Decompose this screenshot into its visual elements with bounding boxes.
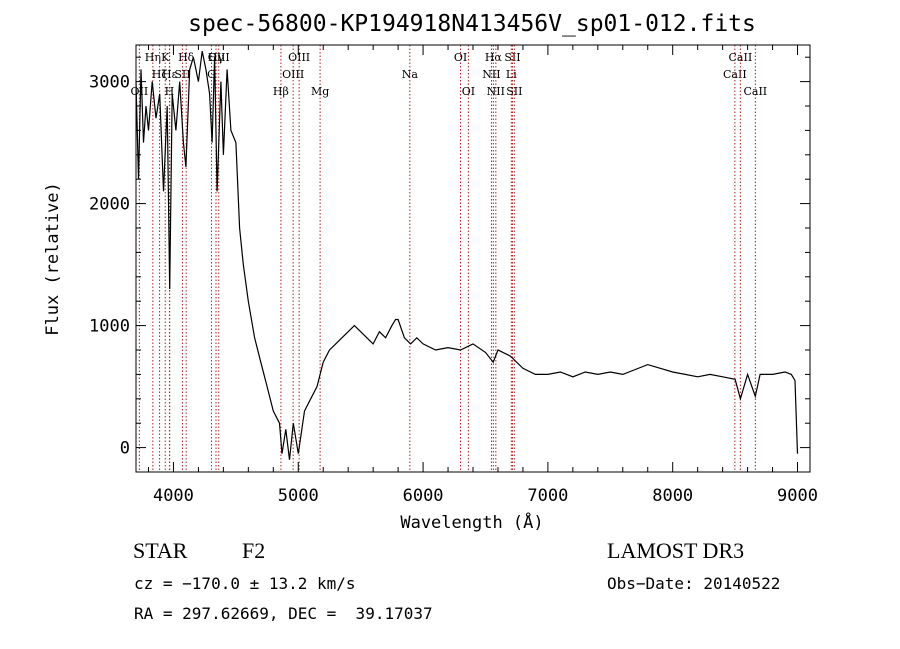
marker-label-19: Hα [485, 51, 503, 64]
marker-label-26: CaII [743, 85, 767, 98]
chart-title: spec-56800-KP194918N413456V_sp01-012.fit… [188, 11, 756, 37]
marker-label-11: Hβ [273, 85, 289, 98]
y-tick-label-0: 0 [120, 439, 130, 459]
marker-label-23: SII [506, 85, 522, 98]
line-markers: OIIHηHζKHHεSIIHδGHγOIIIHβOIIIOIIIMgNaOIO… [131, 45, 767, 472]
plot-frame [135, 44, 811, 473]
marker-label-10: OIII [208, 51, 230, 64]
x-tick-label-4: 8000 [652, 486, 693, 506]
marker-label-2: Hζ [152, 68, 168, 81]
marker-label-0: OII [131, 85, 149, 98]
marker-label-7: Hδ [178, 51, 195, 64]
marker-label-22: SII [504, 51, 520, 64]
marker-label-6: SII [174, 68, 190, 81]
x-tick-label-5: 9000 [777, 486, 818, 506]
y-tick-label-2: 2000 [89, 195, 130, 215]
spectrum-line [135, 50, 799, 460]
marker-label-16: OI [454, 51, 467, 64]
marker-label-13: OIII [288, 51, 310, 64]
marker-label-17: OI [462, 85, 475, 98]
y-tick-label-3: 3000 [89, 73, 130, 93]
marker-label-18: NII [482, 68, 500, 81]
x-tick-label-1: 5000 [278, 486, 319, 506]
marker-label-24: CaII [723, 68, 747, 81]
coordinates: RA = 297.62669, DEC = 39.17037 [134, 604, 433, 623]
x-tick-label-3: 7000 [527, 486, 568, 506]
object-class: STAR [133, 538, 188, 563]
x-tick-label-0: 4000 [153, 486, 194, 506]
marker-label-15: Na [402, 68, 419, 81]
y-axis: 0 1000 2000 3000 [89, 56, 810, 473]
object-subclass: F2 [242, 538, 266, 563]
marker-label-20: NII [487, 85, 505, 98]
y-tick-label-1: 1000 [89, 317, 130, 337]
redshift-velocity: cz = −170.0 ± 13.2 km/s [134, 574, 356, 593]
y-axis-label: Flux (relative) [43, 182, 63, 336]
survey-name: LAMOST DR3 [607, 538, 745, 563]
x-axis: 4000 5000 6000 7000 8000 9000 [147, 45, 818, 506]
marker-label-8: G [207, 68, 216, 81]
marker-label-21: Li [506, 68, 517, 81]
marker-label-3: K [161, 51, 170, 64]
marker-label-14: Mg [311, 85, 329, 98]
marker-label-5: Hε [162, 68, 178, 81]
x-axis-label: Wavelength (Å) [400, 511, 543, 533]
marker-label-25: CaII [729, 51, 753, 64]
marker-label-9: Hγ [208, 51, 225, 64]
marker-label-12: OIII [282, 68, 304, 81]
marker-label-1: Hη [145, 51, 161, 64]
observation-date: Obs−Date: 20140522 [607, 574, 781, 593]
x-tick-label-2: 6000 [403, 486, 444, 506]
